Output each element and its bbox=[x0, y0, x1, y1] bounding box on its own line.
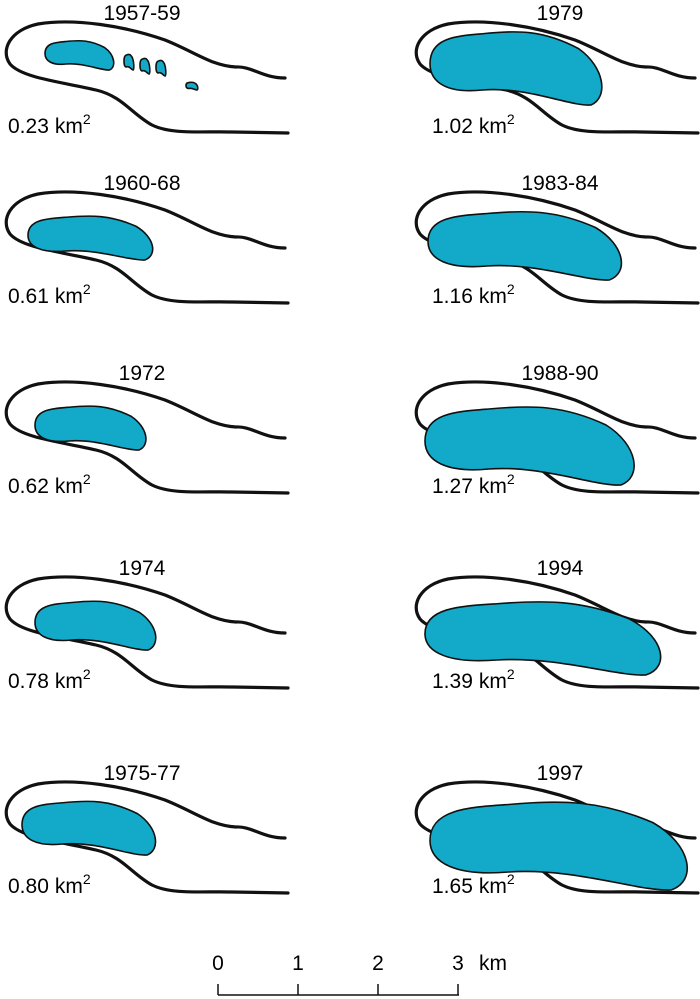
area-label: 1.39 km2 bbox=[432, 666, 515, 693]
period-label: 1974 bbox=[119, 557, 166, 580]
valley-outline bbox=[4, 190, 290, 305]
valley-outline bbox=[4, 20, 290, 135]
panel: 1975-77 0.80 km2 bbox=[4, 762, 290, 898]
lake bbox=[427, 210, 623, 281]
lake bbox=[429, 801, 688, 891]
lake bbox=[155, 59, 167, 77]
lake bbox=[123, 53, 135, 71]
area-unit: km bbox=[55, 115, 83, 138]
panel: 1988-90 1.27 km2 bbox=[414, 362, 700, 498]
period-label: 1979 bbox=[537, 2, 584, 25]
valley-outline bbox=[414, 190, 700, 305]
lake bbox=[429, 31, 603, 106]
lake bbox=[21, 800, 157, 856]
lake bbox=[34, 600, 157, 651]
area-value: 0.78 bbox=[8, 670, 49, 693]
period-label: 1988-90 bbox=[521, 362, 598, 385]
area-exponent: 2 bbox=[83, 871, 91, 887]
area-label: 1.02 km2 bbox=[432, 111, 515, 138]
scale-bar: 0 1 2 3 km bbox=[212, 952, 507, 996]
period-label: 1994 bbox=[537, 557, 584, 580]
lake bbox=[424, 406, 635, 486]
area-value: 0.23 bbox=[8, 115, 49, 138]
period-label: 1972 bbox=[119, 362, 166, 385]
panel: 1972 0.62 km2 bbox=[4, 362, 290, 498]
area-value: 0.61 bbox=[8, 285, 49, 308]
period-label: 1997 bbox=[537, 762, 584, 785]
area-value: 1.02 bbox=[432, 115, 473, 138]
area-exponent: 2 bbox=[507, 666, 515, 682]
period-label: 1957-59 bbox=[103, 2, 180, 25]
area-unit: km bbox=[479, 670, 507, 693]
area-exponent: 2 bbox=[83, 281, 91, 297]
area-exponent: 2 bbox=[83, 471, 91, 487]
area-label: 0.62 km2 bbox=[8, 471, 91, 498]
area-value: 1.16 bbox=[432, 285, 473, 308]
area-unit: km bbox=[55, 475, 83, 498]
area-exponent: 2 bbox=[507, 111, 515, 127]
panel: 1997 1.65 km2 bbox=[414, 762, 700, 898]
area-value: 0.80 bbox=[8, 875, 49, 898]
period-label: 1960-68 bbox=[103, 172, 180, 195]
lake bbox=[424, 601, 662, 676]
panel: 1957-59 0.23 km2 bbox=[4, 2, 290, 138]
area-value: 0.62 bbox=[8, 475, 49, 498]
area-unit: km bbox=[479, 115, 507, 138]
period-label: 1975-77 bbox=[103, 762, 180, 785]
area-unit: km bbox=[479, 285, 507, 308]
valley-outline bbox=[4, 575, 290, 690]
valley-outline bbox=[414, 380, 700, 495]
lake bbox=[44, 39, 115, 71]
area-label: 0.23 km2 bbox=[8, 111, 91, 138]
area-label: 0.61 km2 bbox=[8, 281, 91, 308]
period-label: 1983-84 bbox=[521, 172, 598, 195]
area-unit: km bbox=[479, 475, 507, 498]
panel: 1960-68 0.61 km2 bbox=[4, 172, 290, 308]
lake bbox=[185, 81, 199, 91]
scale-tick-label: 2 bbox=[372, 952, 384, 975]
valley-outline bbox=[4, 780, 290, 895]
panel: 1979 1.02 km2 bbox=[414, 2, 700, 138]
scale-tick-label: 1 bbox=[292, 952, 304, 975]
area-label: 0.78 km2 bbox=[8, 666, 91, 693]
lake bbox=[139, 57, 151, 75]
area-label: 0.80 km2 bbox=[8, 871, 91, 898]
area-value: 1.27 bbox=[432, 475, 473, 498]
area-value: 1.65 bbox=[432, 875, 473, 898]
lake bbox=[27, 215, 154, 261]
area-exponent: 2 bbox=[83, 666, 91, 682]
panel: 1974 0.78 km2 bbox=[4, 557, 290, 693]
panel: 1994 1.39 km2 bbox=[414, 557, 700, 693]
scale-tick-label: 3 bbox=[452, 952, 464, 975]
area-exponent: 2 bbox=[507, 281, 515, 297]
valley-outline bbox=[4, 380, 290, 495]
lake bbox=[34, 405, 147, 451]
area-exponent: 2 bbox=[83, 111, 91, 127]
scale-tick-label: 0 bbox=[212, 952, 224, 975]
area-unit: km bbox=[55, 670, 83, 693]
panel: 1983-84 1.16 km2 bbox=[414, 172, 700, 308]
area-exponent: 2 bbox=[507, 471, 515, 487]
valley-outline bbox=[414, 20, 700, 135]
area-value: 1.39 bbox=[432, 670, 473, 693]
area-label: 1.65 km2 bbox=[432, 871, 515, 898]
area-unit: km bbox=[55, 285, 83, 308]
area-unit: km bbox=[479, 875, 507, 898]
area-label: 1.27 km2 bbox=[432, 471, 515, 498]
scale-unit: km bbox=[479, 952, 507, 975]
area-label: 1.16 km2 bbox=[432, 281, 515, 308]
area-unit: km bbox=[55, 875, 83, 898]
area-exponent: 2 bbox=[507, 871, 515, 887]
